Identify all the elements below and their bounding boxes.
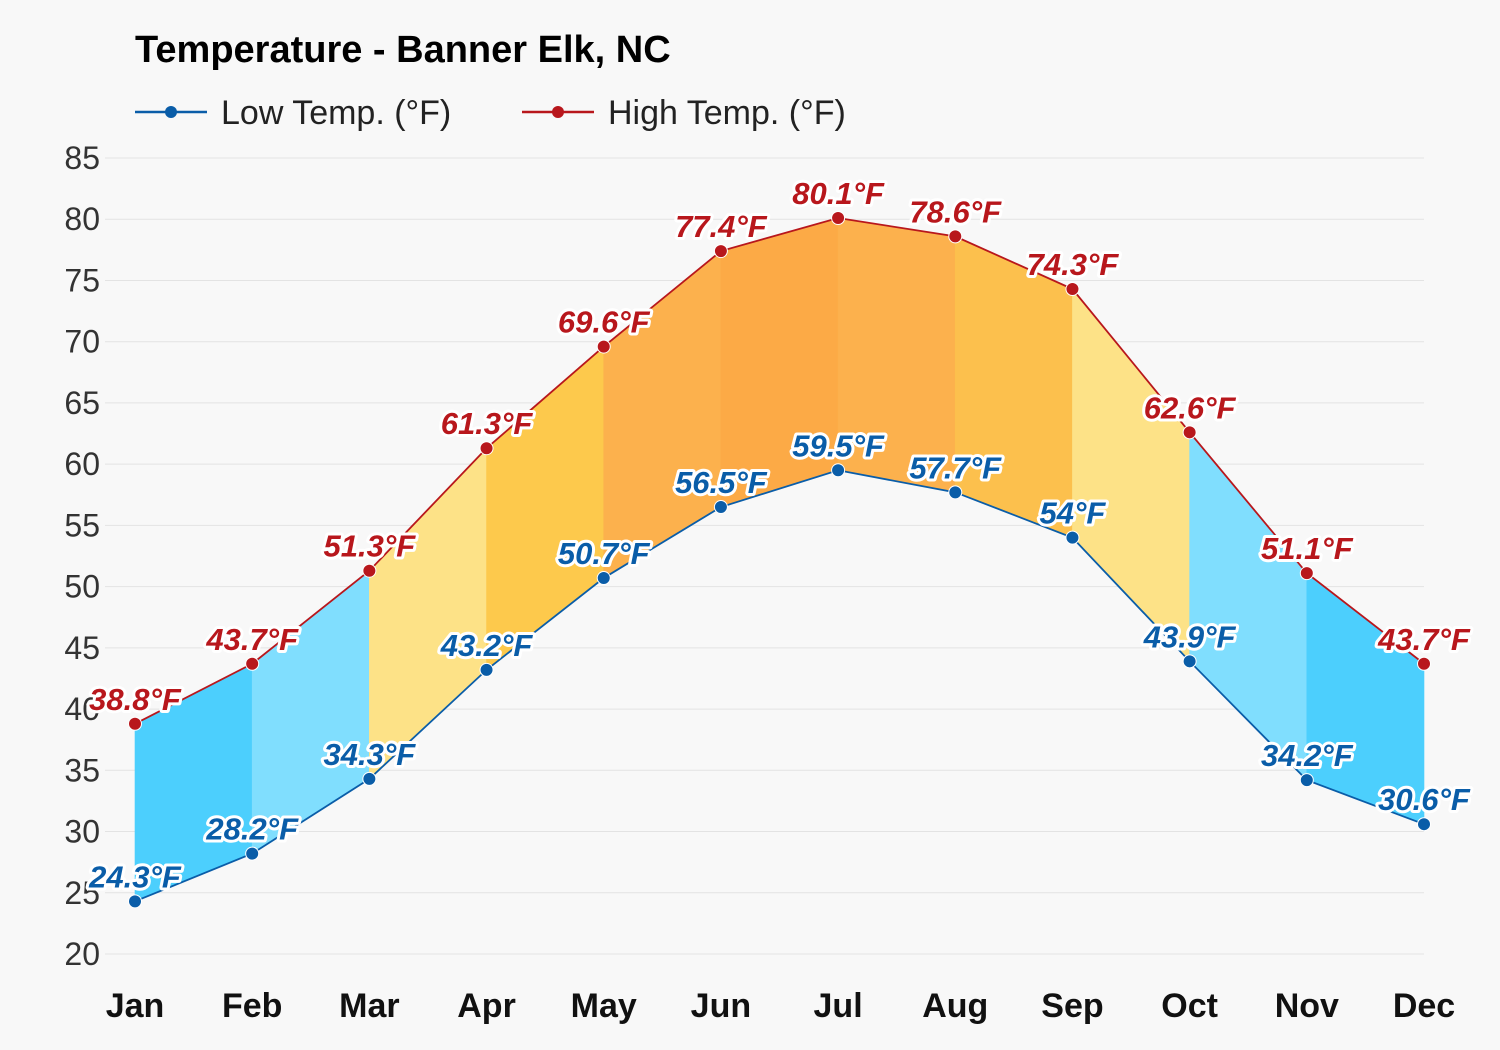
legend-item-high[interactable]: High Temp. (°F) (522, 94, 846, 132)
low-temp-line (134, 469, 1425, 903)
low-point-aug[interactable] (948, 485, 963, 500)
high-point-jan[interactable] (128, 716, 142, 731)
y-tick-45: 45 (64, 630, 100, 666)
low-label-feb: 28.2°F (205, 812, 299, 847)
high-label-may: 69.6°F (558, 305, 651, 340)
low-label-mar: 34.3°F (324, 737, 417, 772)
high-label-dec: 43.7°F (1377, 622, 1471, 657)
y-tick-50: 50 (64, 569, 100, 605)
y-tick-70: 70 (64, 324, 100, 360)
y-tick-85: 85 (64, 140, 100, 176)
legend: Low Temp. (°F) High Temp. (°F) (135, 94, 846, 132)
x-tick-aug: Aug (922, 987, 988, 1025)
chart-title: Temperature - Banner Elk, NC (135, 29, 671, 71)
x-tick-oct: Oct (1161, 987, 1218, 1025)
series-lines (134, 217, 1425, 903)
low-point-dec[interactable] (1417, 817, 1431, 832)
band-apr-may (486, 345, 605, 671)
high-point-feb[interactable] (245, 656, 260, 671)
x-tick-nov: Nov (1275, 987, 1339, 1025)
y-tick-30: 30 (64, 814, 100, 850)
low-point-sep[interactable] (1065, 530, 1080, 545)
high-label-mar: 51.3°F (324, 529, 417, 564)
high-label-jul: 80.1°F (792, 176, 885, 211)
data-points (128, 211, 1431, 909)
y-tick-20: 20 (64, 936, 100, 972)
x-tick-dec: Dec (1393, 987, 1455, 1025)
band-sep-oct (1072, 288, 1190, 663)
legend-low-marker (165, 106, 177, 118)
legend-low-label: Low Temp. (°F) (221, 94, 451, 132)
y-tick-65: 65 (64, 385, 100, 421)
low-label-apr: 43.2°F (440, 628, 534, 663)
low-label-aug: 57.7°F (909, 450, 1002, 485)
x-tick-mar: Mar (339, 987, 399, 1025)
high-label-jan: 38.8°F (89, 682, 182, 717)
high-point-mar[interactable] (362, 563, 377, 578)
low-label-may: 50.7°F (558, 536, 651, 571)
x-tick-apr: Apr (457, 987, 516, 1025)
high-point-dec[interactable] (1417, 656, 1431, 671)
low-point-jun[interactable] (713, 500, 728, 515)
high-point-aug[interactable] (948, 229, 963, 244)
band-may-jun (603, 250, 722, 579)
band-oct-nov (1189, 431, 1308, 781)
y-tick-55: 55 (64, 507, 100, 543)
x-tick-jan: Jan (106, 987, 165, 1025)
low-label-oct: 43.9°F (1143, 619, 1237, 654)
low-point-may[interactable] (596, 571, 611, 586)
low-point-apr[interactable] (479, 662, 494, 677)
x-tick-may: May (571, 987, 637, 1025)
high-temp-line (134, 217, 1425, 725)
low-label-jun: 56.5°F (675, 465, 768, 500)
legend-high-marker (552, 106, 564, 118)
low-point-mar[interactable] (362, 771, 377, 786)
y-tick-40: 40 (64, 691, 100, 727)
high-point-oct[interactable] (1182, 425, 1197, 440)
high-point-jul[interactable] (831, 211, 846, 226)
low-point-feb[interactable] (245, 846, 260, 861)
band-mar-apr (369, 447, 487, 780)
high-label-oct: 62.6°F (1144, 390, 1237, 425)
x-tick-jun: Jun (691, 987, 751, 1025)
low-point-jul[interactable] (831, 463, 846, 478)
x-tick-feb: Feb (222, 987, 282, 1025)
low-label-nov: 34.2°F (1261, 738, 1354, 773)
low-point-oct[interactable] (1182, 654, 1197, 669)
legend-item-low[interactable]: Low Temp. (°F) (135, 94, 451, 132)
y-tick-60: 60 (64, 446, 100, 482)
y-tick-75: 75 (64, 262, 100, 298)
high-label-sep: 74.3°F (1027, 247, 1120, 282)
low-point-jan[interactable] (128, 894, 142, 909)
low-label-jan: 24.3°F (88, 859, 182, 894)
y-tick-25: 25 (64, 875, 100, 911)
high-point-nov[interactable] (1299, 566, 1314, 581)
legend-high-label: High Temp. (°F) (608, 94, 846, 132)
y-tick-35: 35 (64, 752, 100, 788)
temperature-range-bands (134, 217, 1425, 902)
high-label-nov: 51.1°F (1261, 531, 1354, 566)
data-labels: 24.3°F 28.2°F 34.3°F 43.2°F 50.7°F 56.5°F 59.5… (85, 173, 1474, 897)
high-label-jun: 77.4°F (675, 209, 768, 244)
high-label-aug: 78.6°F (909, 194, 1002, 229)
high-point-jun[interactable] (713, 244, 728, 259)
x-axis-tick-labels: Jan Feb Mar Apr May Jun Jul Aug Sep Oct Nov Dec (106, 987, 1455, 1025)
low-point-nov[interactable] (1299, 773, 1314, 788)
low-label-dec: 30.6°F (1378, 782, 1471, 817)
x-tick-sep: Sep (1041, 987, 1103, 1025)
high-label-feb: 43.7°F (205, 622, 299, 657)
high-point-sep[interactable] (1065, 282, 1080, 297)
high-point-apr[interactable] (479, 441, 494, 456)
y-tick-80: 80 (64, 201, 100, 237)
low-label-sep: 54°F (1040, 496, 1107, 531)
band-jun-jul (720, 217, 839, 508)
high-label-apr: 61.3°F (441, 406, 534, 441)
low-label-jul: 59.5°F (792, 428, 885, 463)
y-axis-tick-labels: 20 25 30 35 40 45 50 55 60 65 70 75 80 85 (64, 140, 100, 972)
high-point-may[interactable] (596, 339, 611, 354)
x-tick-jul: Jul (814, 987, 863, 1025)
